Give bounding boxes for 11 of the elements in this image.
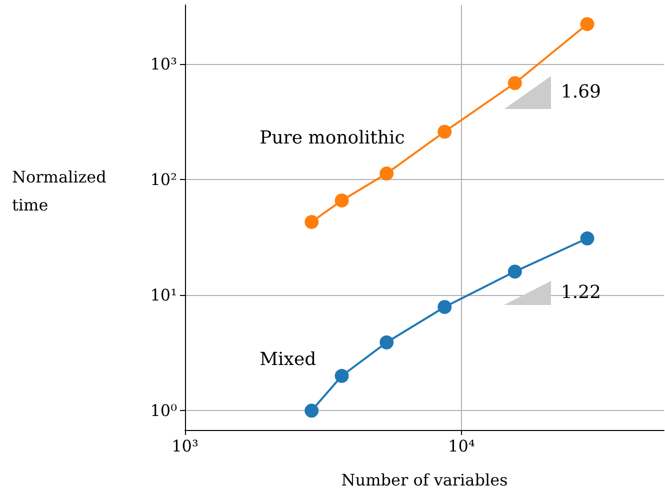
y-tick-label: 10⁰ xyxy=(150,401,177,420)
y-tick-label: 10¹ xyxy=(150,286,177,305)
annotation: 1.22 xyxy=(560,282,601,304)
series-label: Pure monolithic xyxy=(260,127,405,148)
x-axis-title: Number of variables xyxy=(341,470,508,490)
series-label: Mixed xyxy=(260,349,316,370)
x-tick-label: 10⁴ xyxy=(448,436,475,456)
annotation: 1.69 xyxy=(560,82,601,103)
y-axis-title: Normalized time xyxy=(12,168,106,214)
y-tick-label: 10³ xyxy=(150,54,177,74)
y-tick-label: 10² xyxy=(150,170,177,190)
